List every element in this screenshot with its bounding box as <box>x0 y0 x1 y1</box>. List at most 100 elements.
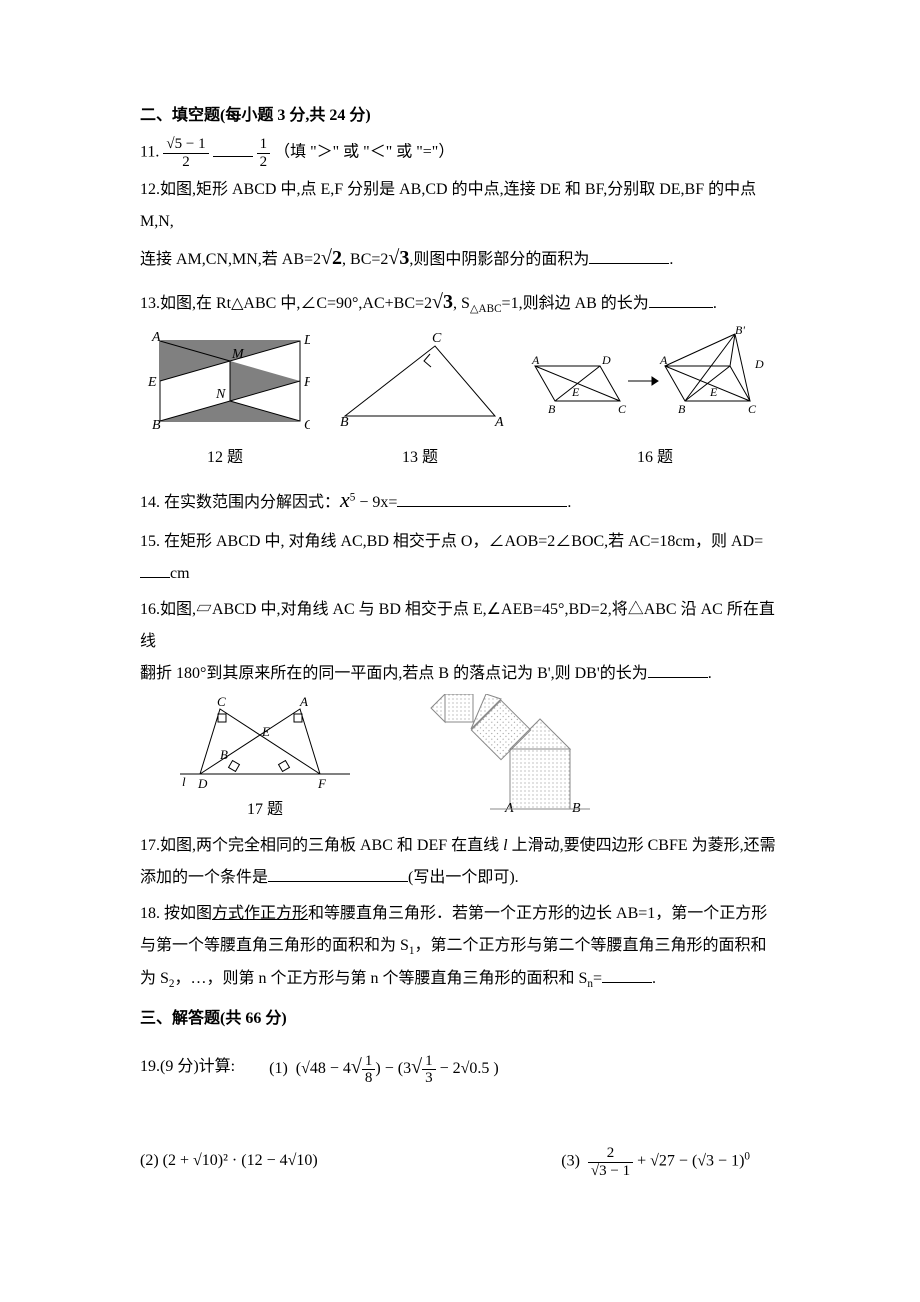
section-3-header: 三、解答题(共 66 分) <box>140 1003 780 1035</box>
fig-18: A B <box>400 694 620 814</box>
q13-text-b: , S <box>453 295 470 312</box>
fig17-e: E <box>261 724 270 739</box>
fig18-b: B <box>572 801 581 814</box>
fig16r-e: E <box>709 385 718 399</box>
q11-hint: （填 "＞" 或 "＜" 或 "="） <box>274 144 454 161</box>
figcaps-row-1: 12 题 13 题 16 题 <box>140 442 780 474</box>
q12-blank <box>589 247 669 264</box>
q18-text-f: ，…，则第 n 个正方形与第 n 个等腰直角三角形的面积和 S <box>175 970 588 987</box>
q19-p1-den1: 8 <box>362 1070 376 1087</box>
fig16l-e: E <box>571 385 580 399</box>
q16-num: 16. <box>140 601 160 618</box>
q12-tail: . <box>669 251 673 268</box>
q19-p3-exp: 0 <box>744 1151 750 1163</box>
q19-p2-expr: (2 + √10)² · (12 − 4√10) <box>163 1152 318 1169</box>
q19-p1-label: (1) <box>269 1060 288 1077</box>
q13-text-c: =1,则斜边 AB 的长为 <box>502 295 649 312</box>
q16-text-b: 翻折 180°到其原来所在的同一平面内,若点 B 的落点记为 B',则 DB'的… <box>140 665 648 682</box>
fig12-label-d: D <box>303 333 310 348</box>
q14-num: 14. <box>140 494 160 511</box>
fig17-a: A <box>299 694 308 709</box>
q15-num: 15. <box>140 533 160 550</box>
q13-sqrt1-rad: 3 <box>443 291 453 313</box>
q17-text-b: 上滑动,要使四边形 CBFE 为菱形,还需 <box>508 837 776 854</box>
q12-num: 12. <box>140 181 160 198</box>
q19-row1: 19.(9 分)计算: (1) (√48 − 4√18) − (3√13 − 2… <box>140 1047 780 1087</box>
q12-text-ba: 连接 AM,CN,MN,若 AB=2 <box>140 251 321 268</box>
cap-12: 12 题 <box>140 442 310 474</box>
q14-x: x <box>340 487 350 512</box>
q15-text: 在矩形 ABCD 中, 对角线 AC,BD 相交于点 O，∠AOB=2∠BOC,… <box>164 533 763 550</box>
figures-row-1: A D E F B C M N B A C A D B <box>140 326 780 436</box>
q13-text-a: 如图,在 Rt△ABC 中,∠C=90°,AC+BC=2 <box>160 295 432 312</box>
q19-p3-label: (3) <box>561 1153 580 1170</box>
q17-blank <box>268 865 408 882</box>
q19-p1-expr: (√48 − 4√18) − (3√13 − 2√0.5 ) <box>296 1060 499 1077</box>
q18-num: 18. <box>140 905 160 922</box>
q17-line2: 添加的一个条件是(写出一个即可). <box>140 862 780 894</box>
q13: 13.如图,在 Rt△ABC 中,∠C=90°,AC+BC=2√3, S△ABC… <box>140 282 780 322</box>
q19-p1-num1: 1 <box>362 1053 376 1071</box>
q17-text-c: 添加的一个条件是 <box>140 869 268 886</box>
q16-tail: . <box>708 665 712 682</box>
q16-text-a: 如图,▱ABCD 中,对角线 AC 与 BD 相交于点 E,∠AEB=45°,B… <box>140 601 775 650</box>
fig16l-a: A <box>531 353 540 367</box>
q18-text-b: 和等腰直角三角形．若第一个正方形的边长 AB=1，第一个正方形 <box>308 905 767 922</box>
q17-text-a: 如图,两个完全相同的三角板 ABC 和 DEF 在直线 <box>160 837 503 854</box>
q19-p3: (3) 2 √3 − 1 + √27 − (√3 − 1)0 <box>561 1145 780 1179</box>
fig12-label-m: M <box>231 347 245 362</box>
fig12-label-e: E <box>147 375 157 390</box>
figures-row-2: C A E B D F l 17 题 <box>140 694 780 826</box>
fig-13: B A C <box>330 326 510 426</box>
q14-text-b: − 9x= <box>355 494 397 511</box>
fig-17: C A E B D F l <box>180 694 350 794</box>
fig16l-d: D <box>601 353 611 367</box>
q14: 14. 在实数范围内分解因式：x5 − 9x=. <box>140 478 780 522</box>
q18-text-a: 按如图 <box>164 905 212 922</box>
q12-text-bc: ,则图中阴影部分的面积为 <box>409 251 589 268</box>
fig16l-b: B <box>548 402 556 416</box>
q15: 15. 在矩形 ABCD 中, 对角线 AC,BD 相交于点 O，∠AOB=2∠… <box>140 526 780 590</box>
q16-line2: 翻折 180°到其原来所在的同一平面内,若点 B 的落点记为 B',则 DB'的… <box>140 658 780 690</box>
fig13-label-b: B <box>340 415 349 426</box>
q19-p1-a: (√48 − 4 <box>296 1060 351 1077</box>
q11-lhs-num: √5 − 1 <box>163 136 208 154</box>
q19-p2: (2) (2 + √10)² · (12 − 4√10) <box>140 1145 318 1179</box>
fig17-f: F <box>317 776 327 791</box>
fig16l-c: C <box>618 402 627 416</box>
q19-p2-label: (2) <box>140 1152 159 1169</box>
q13-blank <box>649 291 713 308</box>
q18-ul: 方式作正方形 <box>212 905 308 922</box>
fig12-label-b: B <box>152 418 161 433</box>
q12-line2: 连接 AM,CN,MN,若 AB=2√2, BC=2√3,则图中阴影部分的面积为… <box>140 238 780 278</box>
q14-tail: . <box>567 494 571 511</box>
q18-text-g: = <box>593 970 602 987</box>
q13-sub: △ABC <box>470 303 502 315</box>
q19-pts: (9 分)计算: <box>160 1058 235 1075</box>
q19-row2: (2) (2 + √10)² · (12 − 4√10) (3) 2 √3 − … <box>140 1145 780 1179</box>
q12-text-a: 如图,矩形 ABCD 中,点 E,F 分别是 AB,CD 的中点,连接 DE 和… <box>140 181 756 230</box>
fig16r-d: D <box>754 357 764 371</box>
q18-line2: 与第一个等腰直角三角形的面积和为 S1，第二个正方形与第二个等腰直角三角形的面积… <box>140 930 780 963</box>
q18-line3: 为 S2，…，则第 n 个正方形与第 n 个等腰直角三角形的面积和 Sn=. <box>140 963 780 996</box>
fig17-b: B <box>220 747 228 762</box>
fig17-d: D <box>197 776 208 791</box>
fig13-label-c: C <box>432 331 442 346</box>
cap-17: 17 题 <box>180 794 350 826</box>
q19-p1-num2: 1 <box>422 1053 436 1071</box>
fig13-label-a: A <box>494 415 504 426</box>
q19-p1-c: − 2√0.5 ) <box>436 1060 499 1077</box>
fig12-label-f: F <box>303 375 310 390</box>
q16-line1: 16.如图,▱ABCD 中,对角线 AC 与 BD 相交于点 E,∠AEB=45… <box>140 594 780 658</box>
section-2-header: 二、填空题(每小题 3 分,共 24 分) <box>140 100 780 132</box>
q18-line1: 18. 按如图方式作正方形和等腰直角三角形．若第一个正方形的边长 AB=1，第一… <box>140 898 780 930</box>
q11-lhs-den: 2 <box>163 154 208 171</box>
q14-text-a: 在实数范围内分解因式： <box>164 494 340 511</box>
q18-text-d: ，第二个正方形与第二个等腰直角三角形的面积和 <box>415 937 767 954</box>
fig12-label-a: A <box>151 330 161 345</box>
q19-p1-b: ) − (3 <box>375 1060 411 1077</box>
q18-tail: . <box>652 970 656 987</box>
q19-num-txt: 19. <box>140 1058 160 1075</box>
q11-num: 11. <box>140 144 159 161</box>
q18-blank <box>602 966 652 983</box>
